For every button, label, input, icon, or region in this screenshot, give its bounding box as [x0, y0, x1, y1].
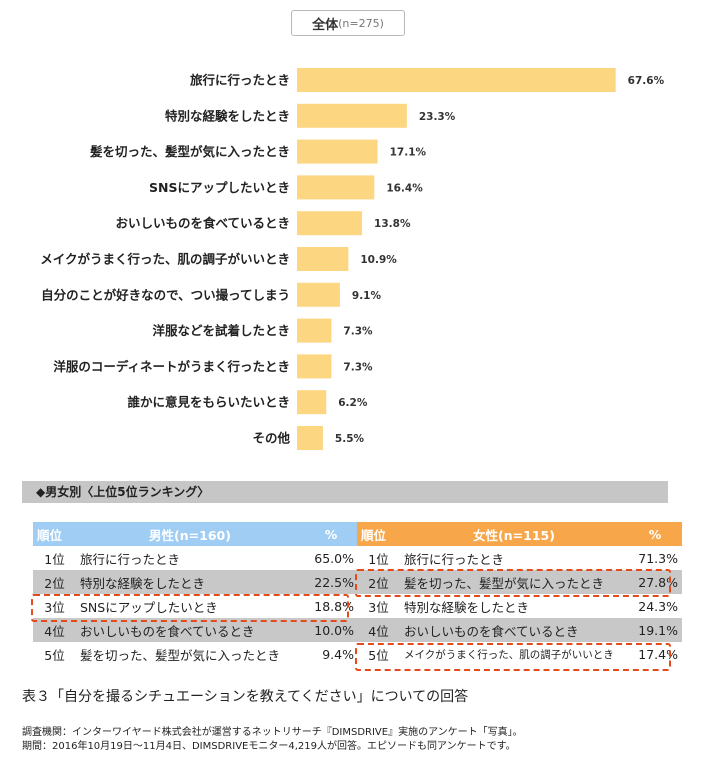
value-label: 23.3% — [419, 111, 456, 123]
male-label-cell: 旅行に行ったとき — [76, 546, 304, 570]
value-label: 9.1% — [352, 290, 382, 302]
female-rank-cell: 2位 — [357, 570, 400, 594]
male-rank-cell: 5位 — [33, 642, 76, 666]
category-label: 洋服などを試着したとき — [152, 323, 290, 338]
bar — [297, 175, 375, 200]
bar — [297, 139, 378, 164]
female-label-cell: 旅行に行ったとき — [400, 546, 628, 570]
female-rank-cell: 1位 — [357, 546, 400, 570]
bar — [297, 426, 323, 450]
value-label: 5.5% — [335, 433, 365, 445]
total-label: 全体 — [312, 17, 339, 33]
bar — [297, 282, 340, 307]
male-col-pct: % — [304, 522, 358, 546]
male-rank3-highlight — [31, 594, 349, 622]
female-col-title: 女性(n=115) — [400, 522, 628, 546]
category-label: 旅行に行ったとき — [189, 73, 290, 88]
category-label: 髪を切った、髪型が気に入ったとき — [89, 144, 290, 159]
value-label: 17.1% — [390, 147, 427, 159]
ranking-header: ◆男女別〈上位5位ランキング〉 — [22, 481, 668, 503]
category-label: 誰かに意見をもらいたいとき — [127, 395, 290, 410]
female-pct-cell: 71.3% — [628, 546, 682, 570]
female-label-cell: 髪を切った、髪型が気に入ったとき — [400, 570, 628, 594]
bar — [297, 68, 616, 92]
male-pct-cell: 22.5% — [304, 570, 358, 594]
female-pct-cell: 17.4% — [628, 642, 682, 666]
male-pct-cell: 65.0% — [304, 546, 358, 570]
category-label: 洋服のコーディネートがうまく行ったとき — [53, 359, 290, 374]
male-col-rank: 順位 — [33, 522, 76, 546]
female-rank-cell: 4位 — [357, 618, 400, 642]
male-label-cell: おいしいものを食べているとき — [76, 618, 304, 642]
female-label-cell: 特別な経験をしたとき — [400, 594, 628, 618]
bar — [297, 390, 327, 415]
female-pct-cell: 19.1% — [628, 618, 682, 642]
bar — [297, 211, 363, 236]
bar — [297, 354, 332, 379]
value-label: 16.4% — [386, 182, 423, 194]
category-label: おいしいものを食べているとき — [115, 216, 290, 231]
value-label: 7.3% — [343, 326, 373, 338]
male-pct-cell: 9.4% — [304, 642, 358, 666]
source-line-2: 期間：2016年10月19日～11月4日、DIMSDRIVEモニター4,219人… — [22, 741, 516, 752]
male-col-title: 男性(n=160) — [76, 522, 304, 546]
male-rank-cell: 1位 — [33, 546, 76, 570]
male-pct-cell: 10.0% — [304, 618, 358, 642]
female-label-cell: おいしいものを食べているとき — [400, 618, 628, 642]
male-label-cell: SNSにアップしたいとき — [76, 594, 304, 618]
female-table-row: 2位 髪を切った、髪型が気に入ったとき 27.8% — [357, 570, 682, 594]
male-label-cell: 特別な経験をしたとき — [76, 570, 304, 594]
category-label: その他 — [252, 431, 290, 446]
female-rank-cell: 3位 — [357, 594, 400, 618]
male-rank-cell: 2位 — [33, 570, 76, 594]
category-label: メイクがうまく行った、肌の調子がいいとき — [40, 252, 290, 267]
male-table-row: 3位 SNSにアップしたいとき 18.8% — [33, 594, 358, 618]
caption: 表３「自分を撮るシチュエーションを教えてください」についての回答 — [22, 689, 469, 705]
female-ranking-table: 順位 女性(n=115) % 1位 旅行に行ったとき 71.3% 2位 髪を切った、髪型… — [357, 522, 682, 666]
source-note: 調査機関：インターワイヤード株式会社が運営するネットリサーチ『DIMSDRIVE… — [22, 726, 523, 754]
male-rank-cell: 4位 — [33, 618, 76, 642]
female-table-row: 3位 特別な経験をしたとき 24.3% — [357, 594, 682, 618]
value-label: 13.8% — [374, 218, 411, 230]
bar-chart: 旅行に行ったとき 67.6% 特別な経験をしたとき 23.3% 髪を切った、髪型が気に入… — [40, 68, 665, 450]
category-label: 特別な経験をしたとき — [165, 108, 290, 123]
female-label-cell: メイクがうまく行った、肌の調子がいいとき — [400, 642, 628, 666]
bar — [297, 103, 407, 128]
female-table-row: 4位 おいしいものを食べているとき 19.1% — [357, 618, 682, 642]
female-table-row: 5位 メイクがうまく行った、肌の調子がいいとき 17.4% — [357, 642, 682, 666]
female-pct-cell: 24.3% — [628, 594, 682, 618]
source-line-1: 調査機関：インターワイヤード株式会社が運営するネットリサーチ『DIMSDRIVE… — [22, 727, 523, 738]
female-col-pct: % — [628, 522, 682, 546]
female-rank5-highlight — [355, 643, 671, 671]
male-label-cell: 髪を切った、髪型が気に入ったとき — [76, 642, 304, 666]
value-label: 6.2% — [338, 397, 368, 409]
bar — [297, 318, 332, 343]
female-pct-cell: 27.8% — [628, 570, 682, 594]
male-table-row: 2位 特別な経験をしたとき 22.5% — [33, 570, 358, 594]
male-ranking-table: 順位 男性(n=160) % 1位 旅行に行ったとき 65.0% 2位 特別な経験をした… — [33, 522, 358, 666]
value-label: 7.3% — [343, 361, 373, 373]
male-table-row: 4位 おいしいものを食べているとき 10.0% — [33, 618, 358, 642]
male-table-row: 5位 髪を切った、髪型が気に入ったとき 9.4% — [33, 642, 358, 666]
category-label: 自分のことが好きなので、つい撮ってしまう — [41, 287, 290, 302]
male-table-row: 1位 旅行に行ったとき 65.0% — [33, 546, 358, 570]
male-rank-cell: 3位 — [33, 594, 76, 618]
female-col-rank: 順位 — [357, 522, 400, 546]
female-rank2-highlight — [355, 569, 671, 597]
total-sample-box: 全体 (n=275) — [291, 10, 405, 36]
bar — [297, 247, 349, 271]
total-n: (n=275) — [338, 16, 384, 30]
male-pct-cell: 18.8% — [304, 594, 358, 618]
female-table-row: 1位 旅行に行ったとき 71.3% — [357, 546, 682, 570]
category-label: SNSにアップしたいとき — [149, 180, 290, 195]
value-label: 10.9% — [360, 254, 397, 266]
value-label: 67.6% — [628, 75, 665, 87]
female-rank-cell: 5位 — [357, 642, 400, 666]
